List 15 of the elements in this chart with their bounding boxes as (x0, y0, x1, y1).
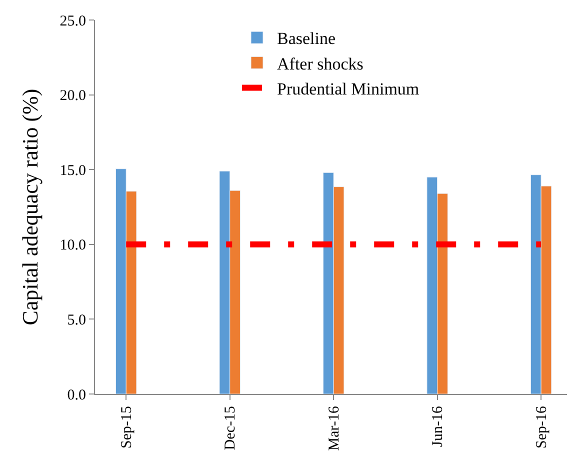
x-tick-label: Dec-15 (222, 406, 239, 450)
y-tick-label: 5.0 (67, 312, 86, 328)
y-tick-label: 10.0 (60, 238, 86, 254)
legend-label: Prudential Minimum (277, 79, 420, 98)
legend-label: Baseline (277, 29, 336, 48)
y-tick-label: 15.0 (60, 162, 86, 179)
x-tick-label: Sep-15 (118, 406, 135, 448)
legend-label: After shocks (277, 54, 364, 74)
x-tick-label: Jun-16 (430, 406, 446, 447)
y-tick-label: 0.0 (67, 387, 86, 404)
y-tick-label: 25.0 (60, 13, 86, 30)
y-tick-label: 20.0 (60, 88, 86, 104)
y-axis-title: Capital adequacy ratio (%) (18, 88, 43, 326)
x-tick-label: Mar-16 (326, 406, 342, 451)
x-tick-label: Sep-16 (534, 406, 550, 448)
